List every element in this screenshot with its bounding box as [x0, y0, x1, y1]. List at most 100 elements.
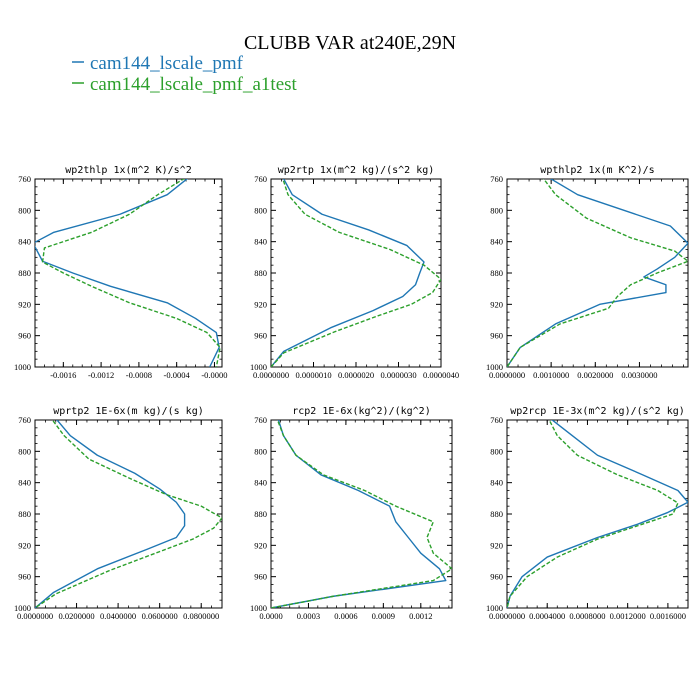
- x-tick-label: 0.0000000: [17, 611, 53, 621]
- x-tick-label: 0.0000000: [253, 370, 289, 380]
- series-line-1: [507, 179, 688, 367]
- panel-6: wp2rcp 1E-3x(m^2 kg)/(s^2 kg) 760 800 840 88…: [486, 406, 689, 621]
- x-tick-label: 0.0400000: [100, 611, 136, 621]
- y-tick-label: 800: [18, 446, 31, 456]
- x-tick-label: 0.0000: [259, 611, 282, 621]
- x-tick-label: -0.0012: [88, 370, 114, 380]
- figure-title: CLUBB VAR at240E,29N: [244, 32, 456, 54]
- y-tick-label: 920: [254, 540, 267, 550]
- x-tick-label: -0.0008: [126, 370, 152, 380]
- x-tick-label: 0.0012: [409, 611, 432, 621]
- x-tick-label: 0.0000040: [423, 370, 459, 380]
- x-tick-label: 0.0000020: [338, 370, 374, 380]
- y-tick-label: 920: [18, 540, 31, 550]
- y-tick-label: 880: [18, 268, 31, 278]
- y-tick-label: 920: [490, 299, 503, 309]
- x-tick-label: -0.0004: [164, 370, 191, 380]
- x-tick-label: 0.0000030: [380, 370, 416, 380]
- y-tick-label: 840: [254, 237, 267, 247]
- panel-title: wp2thlp 1x(m^2 K)/s^2: [65, 165, 191, 176]
- series-line-2: [35, 420, 222, 608]
- y-tick-label: 840: [18, 478, 31, 488]
- panel-title: wp2rcp 1E-3x(m^2 kg)/(s^2 kg): [510, 406, 685, 417]
- panel-4: wprtp2 1E-6x(m kg)/(s kg) 760 800 840 880 920…: [14, 406, 223, 621]
- legend-label-series-1: cam144_lscale_pmf: [90, 53, 244, 74]
- x-tick-label: 0.0000000: [489, 370, 525, 380]
- y-tick-label: 880: [490, 509, 503, 519]
- panel-1: wp2thlp 1x(m^2 K)/s^2 760 800 840 880 920 960 1…: [14, 165, 228, 380]
- panel-title: rcp2 1E-6x(kg^2)/(kg^2): [292, 406, 430, 417]
- series-line-2: [41, 179, 221, 367]
- y-tick-label: 800: [18, 205, 31, 215]
- series-line-1: [271, 420, 447, 608]
- x-tick-label: 0.0200000: [58, 611, 94, 621]
- y-tick-label: 760: [490, 415, 503, 425]
- x-tick-label: 0.0000000: [489, 611, 525, 621]
- series-line-2: [507, 179, 688, 367]
- panel-2: wp2rtp 1x(m^2 kg)/(s^2 kg) 760 800 840 880 92…: [250, 165, 459, 380]
- y-tick-label: 960: [18, 572, 31, 582]
- y-tick-label: 1000: [486, 362, 503, 372]
- y-tick-label: 880: [18, 509, 31, 519]
- y-tick-label: 960: [18, 331, 31, 341]
- legend-label-series-2: cam144_lscale_pmf_a1test: [90, 74, 298, 95]
- legend: cam144_lscale_pmf cam144_lscale_pmf_a1te…: [72, 53, 298, 95]
- y-tick-label: 960: [254, 572, 267, 582]
- y-tick-label: 840: [490, 237, 503, 247]
- series-line-1: [271, 179, 425, 367]
- x-tick-label: 0.0012000: [610, 611, 646, 621]
- y-tick-label: 800: [254, 205, 267, 215]
- y-tick-label: 760: [254, 415, 267, 425]
- y-tick-label: 960: [490, 572, 503, 582]
- y-tick-label: 920: [18, 299, 31, 309]
- y-tick-label: 840: [254, 478, 267, 488]
- y-tick-label: 920: [254, 299, 267, 309]
- y-tick-label: 920: [490, 540, 503, 550]
- y-tick-label: 840: [490, 478, 503, 488]
- y-tick-label: 1000: [14, 603, 31, 613]
- x-tick-label: 0.0016000: [650, 611, 686, 621]
- panel-5: rcp2 1E-6x(kg^2)/(kg^2) 760 800 840 880 920 96…: [250, 406, 453, 621]
- y-tick-label: 760: [18, 415, 31, 425]
- series-line-2: [271, 179, 441, 367]
- axis-frame: [270, 419, 453, 609]
- y-tick-label: 800: [490, 205, 503, 215]
- series-line-1: [507, 420, 688, 608]
- x-tick-label: 0.0000010: [295, 370, 331, 380]
- x-tick-label: 0.0030000: [621, 370, 657, 380]
- series-line-1: [35, 179, 220, 367]
- panel-3: wpthlp2 1x(m K^2)/s 760 800 840 880 920 960 100…: [486, 165, 689, 380]
- series-line-1: [35, 420, 186, 608]
- y-tick-label: 880: [490, 268, 503, 278]
- x-tick-label: 0.0020000: [577, 370, 613, 380]
- y-tick-label: 880: [254, 509, 267, 519]
- axis-frame: [506, 419, 689, 609]
- y-tick-label: 800: [254, 446, 267, 456]
- panel-title: wpthlp2 1x(m K^2)/s: [540, 165, 654, 176]
- y-tick-label: 960: [490, 331, 503, 341]
- x-tick-label: 0.0600000: [142, 611, 178, 621]
- x-tick-label: -0.0016: [50, 370, 76, 380]
- x-tick-label: 0.0004000: [529, 611, 565, 621]
- x-tick-label: 0.0008000: [569, 611, 605, 621]
- y-tick-label: 960: [254, 331, 267, 341]
- axis-frame: [34, 419, 223, 609]
- x-tick-label: 0.0800000: [183, 611, 219, 621]
- x-tick-label: 0.0006: [334, 611, 357, 621]
- panel-grid: wp2thlp 1x(m^2 K)/s^2 760 800 840 880 920 960 1…: [14, 165, 689, 621]
- series-line-2: [271, 420, 452, 608]
- y-tick-label: 840: [18, 237, 31, 247]
- y-tick-label: 1000: [14, 362, 31, 372]
- series-line-2: [507, 420, 679, 608]
- x-tick-label: 0.0003: [297, 611, 320, 621]
- y-tick-label: 800: [490, 446, 503, 456]
- y-tick-label: 1000: [486, 603, 503, 613]
- y-tick-label: 760: [18, 174, 31, 184]
- y-tick-label: 1000: [250, 362, 267, 372]
- x-tick-label: -0.0000: [201, 370, 227, 380]
- panel-title: wp2rtp 1x(m^2 kg)/(s^2 kg): [278, 165, 435, 176]
- x-tick-label: 0.0009: [372, 611, 395, 621]
- y-tick-label: 880: [254, 268, 267, 278]
- y-tick-label: 1000: [250, 603, 267, 613]
